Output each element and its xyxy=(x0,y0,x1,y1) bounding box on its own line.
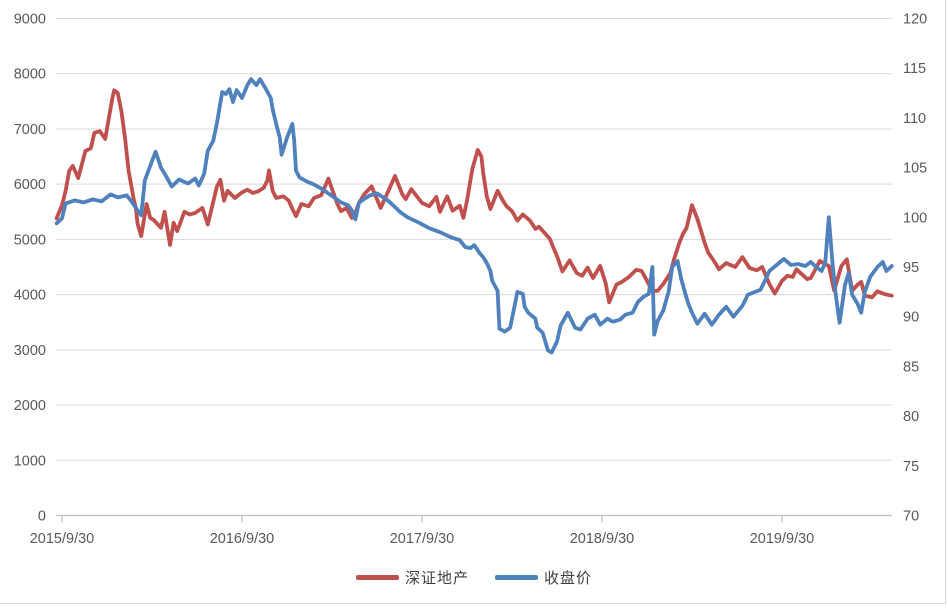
y-axis-left-label: 1000 xyxy=(14,453,46,469)
y-axis-right-label: 120 xyxy=(903,12,927,28)
series-line-close-price xyxy=(54,77,894,355)
y-axis-right-label: 110 xyxy=(903,111,926,127)
y-axis-left-label: 5000 xyxy=(14,232,46,248)
y-axis-left-label: 7000 xyxy=(14,122,46,138)
y-axis-right-label: 105 xyxy=(903,161,927,177)
series-line-szse-realestate xyxy=(54,88,894,305)
y-axis-right-label: 90 xyxy=(903,310,919,326)
y-axis-right-label: 115 xyxy=(903,61,926,77)
y-axis-left-label: 3000 xyxy=(14,343,46,359)
y-axis-left-label: 8000 xyxy=(14,67,46,83)
y-axis-right-label: 95 xyxy=(903,260,919,276)
y-axis-right-label: 85 xyxy=(903,359,919,375)
y-axis-left-label: 9000 xyxy=(14,12,46,28)
x-axis-label: 2017/9/30 xyxy=(390,531,455,547)
x-axis-label: 2015/9/30 xyxy=(30,531,95,547)
y-axis-left-label: 0 xyxy=(38,509,46,525)
y-axis-right-label: 70 xyxy=(903,509,919,525)
y-axis-left-label: 6000 xyxy=(14,177,46,193)
x-axis-label: 2019/9/30 xyxy=(750,531,815,547)
x-axis-label: 2018/9/30 xyxy=(570,531,635,547)
y-axis-left-label: 2000 xyxy=(14,398,46,414)
x-axis-label: 2016/9/30 xyxy=(210,531,275,547)
y-axis-right-label: 75 xyxy=(903,459,919,475)
y-axis-right-label: 100 xyxy=(903,210,927,226)
y-axis-left-label: 4000 xyxy=(14,288,46,304)
y-axis-right-label: 80 xyxy=(903,409,919,425)
